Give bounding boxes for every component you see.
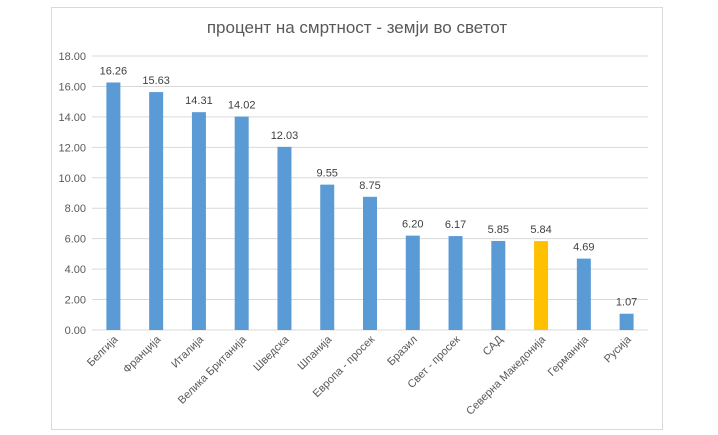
- x-tick-label: Германија: [546, 333, 592, 379]
- x-tick-label: Италија: [169, 333, 206, 370]
- bar: [405, 235, 420, 330]
- y-tick-label: 6.00: [65, 234, 86, 246]
- x-tick-label: Шпанија: [296, 333, 335, 372]
- bar: [576, 258, 591, 330]
- y-tick-label: 2.00: [65, 295, 86, 307]
- data-label: 8.75: [359, 180, 380, 192]
- data-label: 9.55: [317, 168, 338, 180]
- bar: [106, 82, 121, 330]
- y-tick-label: 12.00: [58, 142, 86, 154]
- data-label: 6.17: [445, 219, 466, 231]
- data-label: 15.63: [142, 75, 170, 87]
- data-label: 1.07: [616, 297, 637, 309]
- bar: [448, 236, 463, 330]
- x-tick-label: САД: [481, 333, 506, 358]
- y-tick-label: 8.00: [65, 203, 86, 215]
- data-label: 14.02: [228, 100, 256, 112]
- bar: [277, 146, 292, 330]
- y-tick-label: 16.00: [58, 81, 86, 93]
- x-tick-label: Белгија: [85, 333, 121, 369]
- x-tick-label: Шведска: [251, 333, 292, 374]
- x-tick-label: Франција: [121, 333, 164, 376]
- data-label: 5.84: [530, 224, 551, 236]
- bar: [234, 116, 249, 330]
- chart-title: процент на смртност - земји во светот: [206, 18, 508, 37]
- x-tick-label: Северна Македонија: [464, 333, 549, 418]
- data-label: 16.26: [100, 65, 128, 77]
- bar: [320, 184, 335, 330]
- x-tick-label: Бразил: [385, 334, 420, 369]
- data-label: 4.69: [573, 242, 594, 254]
- data-label: 12.03: [271, 130, 299, 142]
- bar: [191, 112, 206, 330]
- data-label: 5.85: [488, 224, 509, 236]
- data-label: 14.31: [185, 95, 213, 107]
- bar: [619, 313, 634, 330]
- y-tick-label: 4.00: [65, 264, 86, 276]
- data-label: 6.20: [402, 219, 423, 231]
- bar: [491, 240, 506, 330]
- bar: [149, 92, 164, 331]
- x-tick-label: Русија: [602, 333, 634, 365]
- y-tick-label: 14.00: [58, 112, 86, 124]
- bar: [363, 196, 377, 330]
- y-tick-label: 10.00: [58, 173, 86, 185]
- bar: [534, 241, 549, 330]
- y-tick-label: 0.00: [65, 325, 86, 337]
- y-tick-label: 18.00: [58, 51, 86, 63]
